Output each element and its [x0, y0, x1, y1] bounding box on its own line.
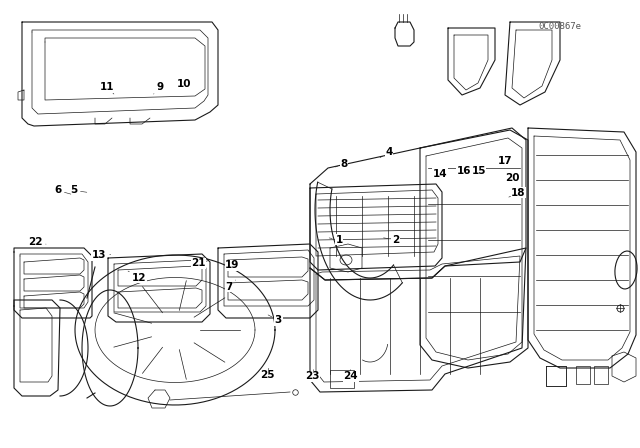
- Text: 1: 1: [329, 235, 343, 245]
- Text: 12: 12: [128, 271, 147, 283]
- Text: 6: 6: [54, 185, 71, 195]
- Text: 5: 5: [70, 185, 87, 195]
- Text: 24: 24: [344, 370, 358, 381]
- Text: 22: 22: [28, 237, 46, 247]
- Text: 23: 23: [305, 370, 319, 381]
- Text: 16: 16: [457, 166, 471, 176]
- Text: 17: 17: [499, 156, 513, 166]
- Text: 10: 10: [177, 79, 191, 89]
- Text: 20: 20: [505, 173, 519, 183]
- Text: 21: 21: [191, 258, 208, 268]
- Text: 2: 2: [383, 235, 399, 245]
- Text: 7: 7: [225, 280, 236, 292]
- Text: 19: 19: [225, 260, 239, 270]
- Text: 14: 14: [433, 169, 447, 179]
- Text: 18: 18: [509, 188, 525, 198]
- Bar: [330, 370, 354, 388]
- Text: 11: 11: [100, 82, 115, 94]
- Bar: [576, 366, 590, 384]
- Text: 8: 8: [335, 159, 348, 168]
- Text: 3: 3: [268, 315, 282, 325]
- Text: 0C00867e: 0C00867e: [538, 22, 582, 31]
- Text: 13: 13: [92, 250, 111, 260]
- Text: 25: 25: [260, 368, 275, 380]
- Bar: [546, 366, 566, 386]
- Text: 4: 4: [380, 147, 393, 158]
- Bar: [594, 366, 608, 384]
- Text: 9: 9: [154, 82, 164, 94]
- Text: 15: 15: [472, 166, 486, 176]
